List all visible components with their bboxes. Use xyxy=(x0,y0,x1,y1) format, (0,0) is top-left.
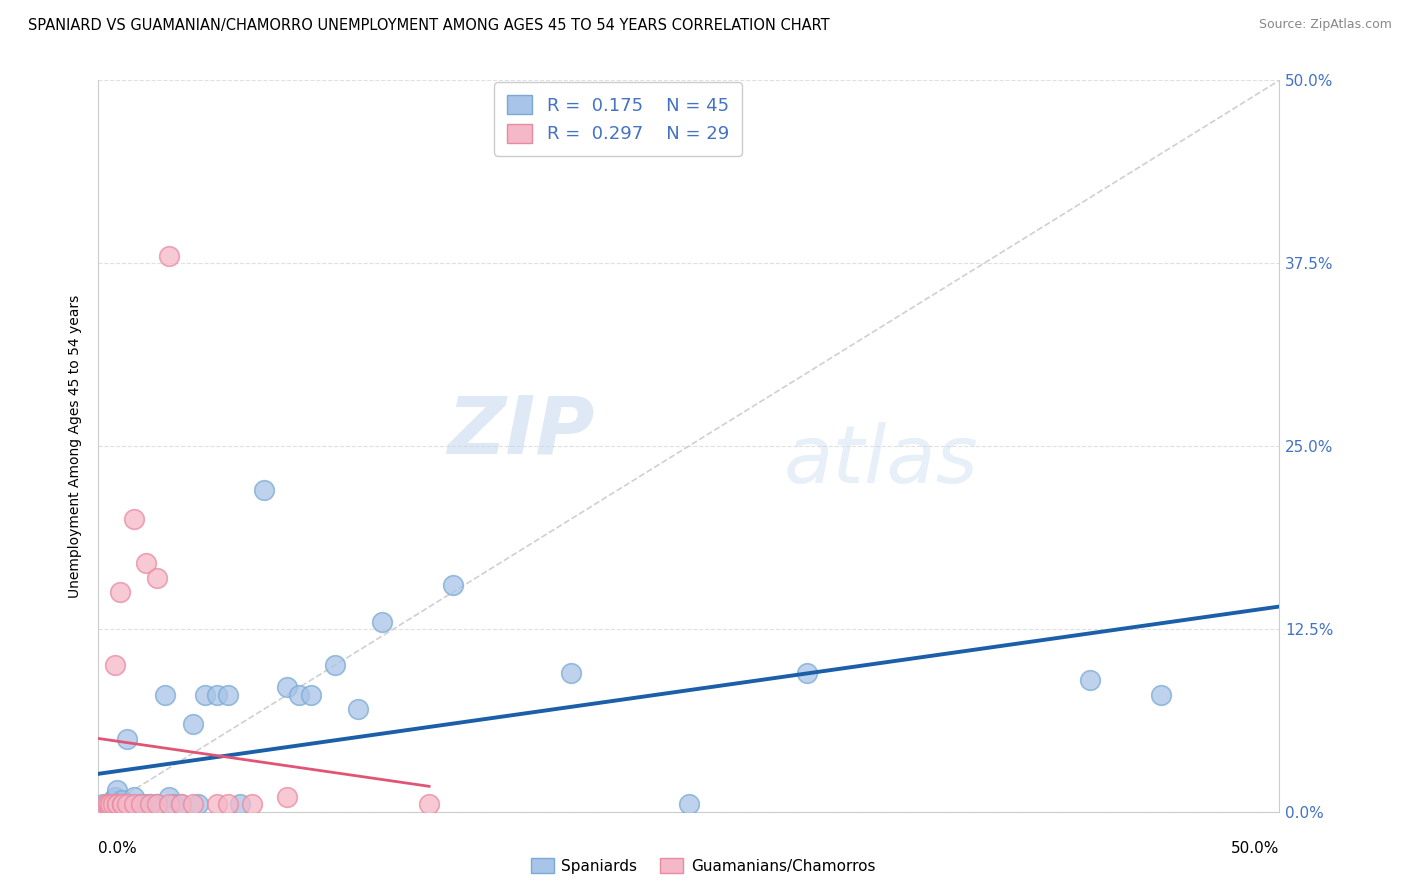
Point xyxy=(371,615,394,629)
Point xyxy=(101,793,124,807)
Point xyxy=(104,797,127,812)
Point xyxy=(560,665,582,680)
Point xyxy=(678,797,700,812)
Point xyxy=(146,797,169,812)
Point xyxy=(98,800,121,814)
Point xyxy=(105,797,128,812)
Point xyxy=(108,585,131,599)
Point xyxy=(105,797,128,812)
Point xyxy=(276,681,298,695)
Point xyxy=(157,790,180,805)
Point xyxy=(217,797,239,812)
Point xyxy=(170,797,193,812)
Text: Source: ZipAtlas.com: Source: ZipAtlas.com xyxy=(1258,18,1392,31)
Point xyxy=(299,688,322,702)
Point xyxy=(97,797,120,812)
Point xyxy=(98,797,121,812)
Point xyxy=(253,483,276,497)
Point xyxy=(205,797,228,812)
Point xyxy=(129,797,152,812)
Point xyxy=(111,793,134,807)
Point xyxy=(157,249,180,263)
Point xyxy=(796,665,818,680)
Text: SPANIARD VS GUAMANIAN/CHAMORRO UNEMPLOYMENT AMONG AGES 45 TO 54 YEARS CORRELATIO: SPANIARD VS GUAMANIAN/CHAMORRO UNEMPLOYM… xyxy=(28,18,830,33)
Point xyxy=(276,790,298,805)
Point xyxy=(101,800,124,814)
Point xyxy=(108,797,131,812)
Point xyxy=(115,797,138,812)
Text: atlas: atlas xyxy=(783,422,979,500)
Point xyxy=(139,797,162,812)
Text: 50.0%: 50.0% xyxy=(1232,841,1279,856)
Point xyxy=(139,797,162,812)
Text: ZIP: ZIP xyxy=(447,392,595,470)
Point xyxy=(163,797,186,812)
Legend: R =  0.175    N = 45, R =  0.297    N = 29: R = 0.175 N = 45, R = 0.297 N = 29 xyxy=(495,82,742,156)
Point xyxy=(217,688,239,702)
Y-axis label: Unemployment Among Ages 45 to 54 years: Unemployment Among Ages 45 to 54 years xyxy=(69,294,83,598)
Point xyxy=(111,797,134,812)
Point xyxy=(146,797,169,812)
Point xyxy=(104,658,127,673)
Point xyxy=(170,797,193,812)
Legend: Spaniards, Guamanians/Chamorros: Spaniards, Guamanians/Chamorros xyxy=(524,852,882,880)
Point xyxy=(94,797,117,812)
Point xyxy=(187,797,209,812)
Point xyxy=(111,797,134,812)
Point xyxy=(94,800,117,814)
Point xyxy=(288,688,311,702)
Point xyxy=(135,556,157,570)
Point xyxy=(1150,688,1173,702)
Point xyxy=(115,731,138,746)
Point xyxy=(111,800,134,814)
Point xyxy=(122,790,145,805)
Point xyxy=(205,688,228,702)
Point xyxy=(98,797,121,812)
Point xyxy=(118,797,141,812)
Point xyxy=(104,790,127,805)
Point xyxy=(194,688,217,702)
Point xyxy=(101,797,124,812)
Point xyxy=(97,797,120,812)
Point xyxy=(1080,673,1102,687)
Point xyxy=(105,782,128,797)
Point xyxy=(240,797,263,812)
Point xyxy=(157,797,180,812)
Point xyxy=(153,688,176,702)
Point xyxy=(229,797,252,812)
Point xyxy=(91,797,114,812)
Point xyxy=(122,797,145,812)
Point xyxy=(323,658,346,673)
Text: 0.0%: 0.0% xyxy=(98,841,138,856)
Point xyxy=(347,702,370,716)
Point xyxy=(441,578,464,592)
Point xyxy=(105,797,128,812)
Point xyxy=(111,797,134,812)
Point xyxy=(181,797,204,812)
Point xyxy=(122,797,145,812)
Point xyxy=(418,797,440,812)
Point xyxy=(129,797,152,812)
Point xyxy=(91,800,114,814)
Point xyxy=(181,717,204,731)
Point xyxy=(122,512,145,526)
Point xyxy=(146,571,169,585)
Point xyxy=(135,797,157,812)
